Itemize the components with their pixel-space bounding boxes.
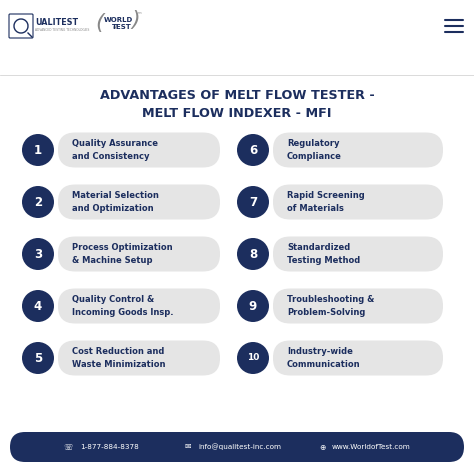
FancyBboxPatch shape — [273, 340, 443, 375]
Text: Standardized
Testing Method: Standardized Testing Method — [287, 244, 360, 264]
Text: 10: 10 — [247, 354, 259, 363]
Text: www.WorldofTest.com: www.WorldofTest.com — [332, 444, 411, 450]
Text: Quality Assurance
and Consistency: Quality Assurance and Consistency — [72, 139, 158, 161]
FancyBboxPatch shape — [273, 289, 443, 323]
Text: of: of — [113, 25, 118, 29]
FancyBboxPatch shape — [0, 0, 474, 75]
Text: Regulatory
Compliance: Regulatory Compliance — [287, 139, 342, 161]
FancyBboxPatch shape — [58, 289, 220, 323]
FancyBboxPatch shape — [9, 14, 33, 38]
FancyBboxPatch shape — [273, 237, 443, 272]
FancyBboxPatch shape — [58, 133, 220, 167]
Text: TEST: TEST — [112, 24, 132, 30]
Text: 4: 4 — [34, 300, 42, 312]
Text: info@qualitest-inc.com: info@qualitest-inc.com — [198, 444, 281, 450]
Text: 8: 8 — [249, 247, 257, 261]
FancyBboxPatch shape — [273, 184, 443, 219]
Text: Material Selection
and Optimization: Material Selection and Optimization — [72, 191, 159, 212]
Circle shape — [237, 186, 269, 218]
Text: WORLD: WORLD — [103, 17, 133, 23]
Text: 1: 1 — [34, 144, 42, 156]
Text: 5: 5 — [34, 352, 42, 365]
Text: Troubleshooting &
Problem-Solving: Troubleshooting & Problem-Solving — [287, 295, 374, 317]
Text: Quality Control &
Incoming Goods Insp.: Quality Control & Incoming Goods Insp. — [72, 295, 173, 317]
Circle shape — [237, 290, 269, 322]
Text: Industry-wide
Communication: Industry-wide Communication — [287, 347, 361, 369]
Circle shape — [22, 186, 54, 218]
Circle shape — [22, 342, 54, 374]
Text: 1-877-884-8378: 1-877-884-8378 — [80, 444, 139, 450]
Text: ): ) — [132, 10, 140, 30]
Text: ✉: ✉ — [185, 443, 191, 452]
Text: UALITEST: UALITEST — [35, 18, 78, 27]
Text: ☏: ☏ — [63, 443, 73, 452]
Text: 9: 9 — [249, 300, 257, 312]
FancyBboxPatch shape — [58, 340, 220, 375]
Text: (: ( — [96, 13, 104, 33]
FancyBboxPatch shape — [10, 432, 464, 462]
FancyBboxPatch shape — [58, 237, 220, 272]
Circle shape — [237, 134, 269, 166]
Text: ADVANTAGES OF MELT FLOW TESTER -: ADVANTAGES OF MELT FLOW TESTER - — [100, 89, 374, 101]
Text: 7: 7 — [249, 195, 257, 209]
Text: MELT FLOW INDEXER - MFI: MELT FLOW INDEXER - MFI — [142, 107, 332, 119]
Circle shape — [22, 238, 54, 270]
FancyBboxPatch shape — [58, 184, 220, 219]
Text: Cost Reduction and
Waste Minimization: Cost Reduction and Waste Minimization — [72, 347, 165, 369]
Circle shape — [237, 238, 269, 270]
Circle shape — [22, 134, 54, 166]
Text: ADVANCED TESTING TECHNOLOGIES: ADVANCED TESTING TECHNOLOGIES — [35, 28, 90, 32]
Text: 3: 3 — [34, 247, 42, 261]
Text: 2: 2 — [34, 195, 42, 209]
Text: Process Optimization
& Machine Setup: Process Optimization & Machine Setup — [72, 244, 173, 264]
Circle shape — [237, 342, 269, 374]
Text: ⊕: ⊕ — [319, 443, 325, 452]
FancyBboxPatch shape — [273, 133, 443, 167]
Text: Rapid Screening
of Materials: Rapid Screening of Materials — [287, 191, 365, 212]
Text: ™: ™ — [136, 12, 142, 18]
Circle shape — [22, 290, 54, 322]
Text: 6: 6 — [249, 144, 257, 156]
